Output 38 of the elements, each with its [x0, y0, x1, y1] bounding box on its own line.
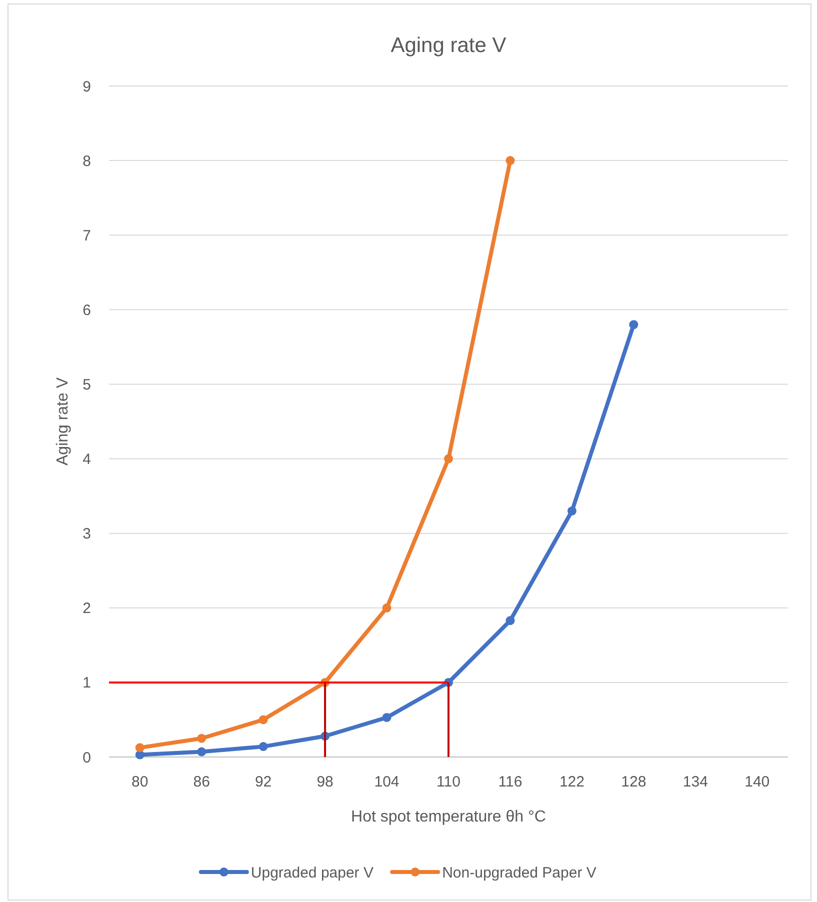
legend-label: Non-upgraded Paper V: [442, 864, 596, 882]
point: [567, 506, 576, 516]
y-tick-label: 3: [82, 526, 91, 543]
x-axis-title: Hot spot temperature θh °C: [351, 808, 546, 826]
y-tick-label: 0: [82, 749, 91, 766]
point: [135, 743, 144, 752]
x-tick-label: 110: [436, 773, 460, 790]
x-tick-label: 92: [254, 773, 272, 790]
y-tick-label: 6: [82, 302, 91, 319]
point: [506, 616, 515, 626]
x-tick-label: 116: [498, 773, 522, 790]
point: [258, 742, 268, 752]
y-tick-label: 4: [82, 451, 91, 468]
point: [197, 747, 206, 756]
y-tick-label: 9: [82, 78, 91, 96]
y-tick-label: 2: [82, 600, 91, 618]
chart-title: Aging rate V: [390, 34, 506, 57]
point: [444, 454, 453, 464]
x-tick-label: 98: [316, 773, 334, 790]
y-tick-label: 5: [82, 376, 91, 394]
x-tick-label: 140: [744, 773, 770, 790]
legend-label: Upgraded paper V: [250, 864, 374, 882]
point: [197, 734, 206, 743]
x-tick-label: 104: [374, 773, 400, 790]
point: [382, 603, 392, 612]
point: [629, 320, 638, 330]
y-tick-label: 1: [82, 674, 91, 692]
y-tick-label: 7: [82, 227, 91, 244]
y-tick-label: 8: [82, 152, 91, 170]
point: [258, 715, 268, 724]
x-tick-label: 128: [621, 773, 646, 790]
x-tick-label: 122: [559, 773, 584, 790]
point: [382, 712, 392, 722]
x-tick-label: 86: [193, 773, 210, 790]
point: [506, 156, 515, 166]
x-tick-label: 134: [682, 773, 708, 790]
x-tick-label: 80: [132, 773, 148, 790]
y-axis-title: Aging rate V: [54, 377, 72, 466]
